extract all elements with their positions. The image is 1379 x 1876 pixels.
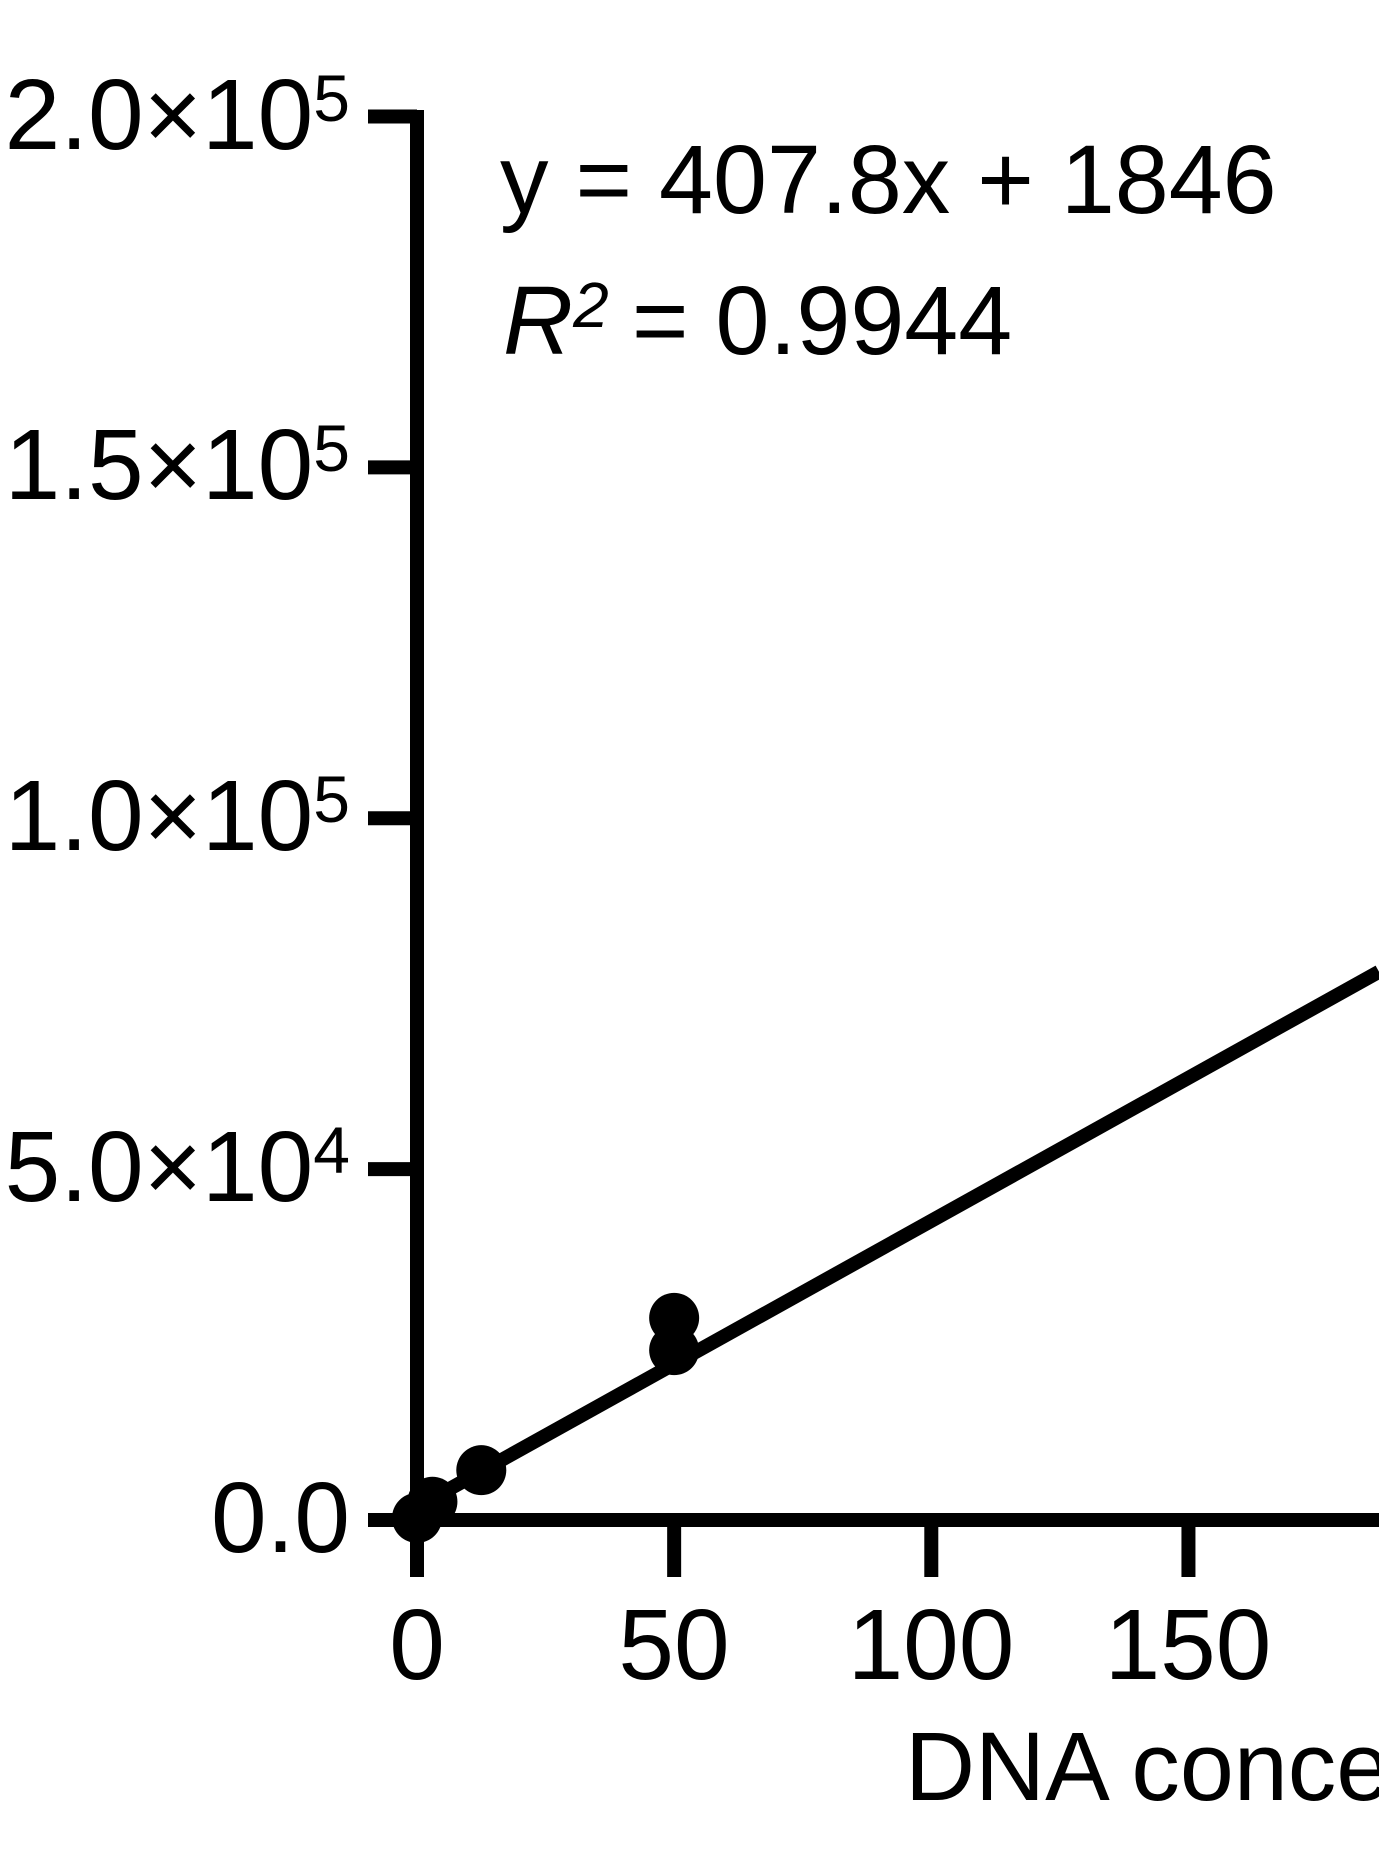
data-point [456,1445,507,1496]
regression-line [413,965,1379,1514]
x-tick-label-100: 100 [847,1589,1015,1701]
exponent: 5 [313,762,350,837]
r-squared: R2 = 0.9944 [503,266,1013,375]
x-tick-label-150: 150 [1104,1589,1272,1701]
y-tick-label-2e5: 2.0×105 [4,59,350,171]
r-exponent: 2 [573,269,609,342]
y-tick-label-0: 0.0 [210,1462,350,1574]
exponent: 5 [313,411,350,486]
y-tick-label-1e5: 1.0×105 [4,760,350,872]
data-point [649,1292,700,1343]
exponent: 4 [313,1113,350,1188]
data-point [407,1476,458,1527]
x-tick-label-0: 0 [389,1589,445,1701]
fit-equation: y = 407.8x + 1846 [500,125,1277,234]
r-symbol: R [503,266,574,375]
exponent: 5 [313,61,350,136]
y-tick-label-1p5e5: 1.5×105 [4,409,350,521]
x-axis-title: DNA conce [905,1712,1379,1821]
x-tick-label-50: 50 [618,1589,730,1701]
y-tick-label-5e4: 5.0×104 [4,1111,350,1223]
